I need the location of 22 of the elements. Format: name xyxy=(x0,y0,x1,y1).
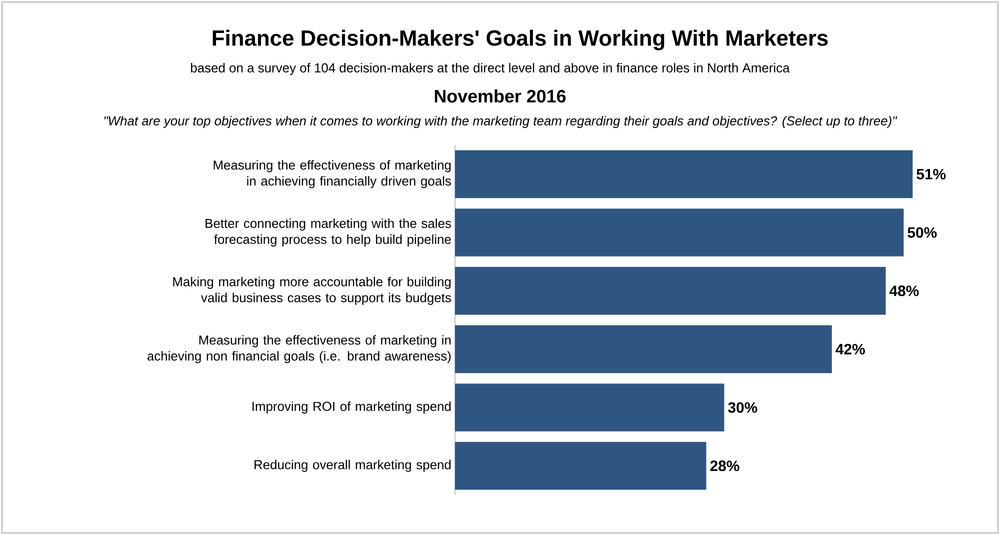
data-label: 48% xyxy=(889,286,919,296)
data-label: 51% xyxy=(916,168,946,180)
text: "What are your top objectives when it comes to working with the marketing team regarding their goals and objectives? (Select up to three)" xyxy=(104,116,898,128)
chart-title: Finance Decision-Makers' Goals in Working With Marketers xyxy=(212,30,828,50)
chart-subtitle: based on a survey of 104 decision-makers at the direct level and above in finance roles in North America xyxy=(190,62,790,76)
bar xyxy=(455,150,913,198)
bar xyxy=(455,208,904,256)
y-tick-label: Measuring the effectiveness of marketing in achieving financially driven goals xyxy=(214,160,451,188)
data-label: 50% xyxy=(908,227,937,238)
bar xyxy=(455,384,724,432)
data-label: 30% xyxy=(728,402,758,413)
bar xyxy=(455,325,832,374)
y-tick-label: Making marketing more accountable for building valid business cases to support its budgets xyxy=(173,276,451,305)
bar xyxy=(455,442,706,490)
bar xyxy=(455,266,886,315)
y-tick-label: Better connecting marketing with the sales forecasting process to help build pipeline xyxy=(206,218,451,247)
text: November 2016 xyxy=(434,89,566,103)
y-tick-label: Reducing overall marketing spend xyxy=(254,460,451,472)
data-label: 42% xyxy=(836,344,865,354)
y-tick-label: Improving ROI of marketing spend xyxy=(252,401,451,414)
data-label: 28% xyxy=(710,460,740,472)
y-tick-label: Measuring the effectiveness of marketing in achieving non financial goals (i.e. brand awareness) xyxy=(147,335,451,364)
